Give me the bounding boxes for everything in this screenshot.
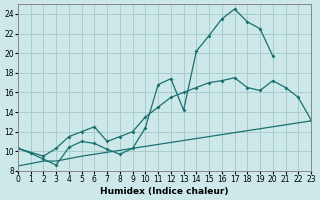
X-axis label: Humidex (Indice chaleur): Humidex (Indice chaleur) (100, 187, 229, 196)
